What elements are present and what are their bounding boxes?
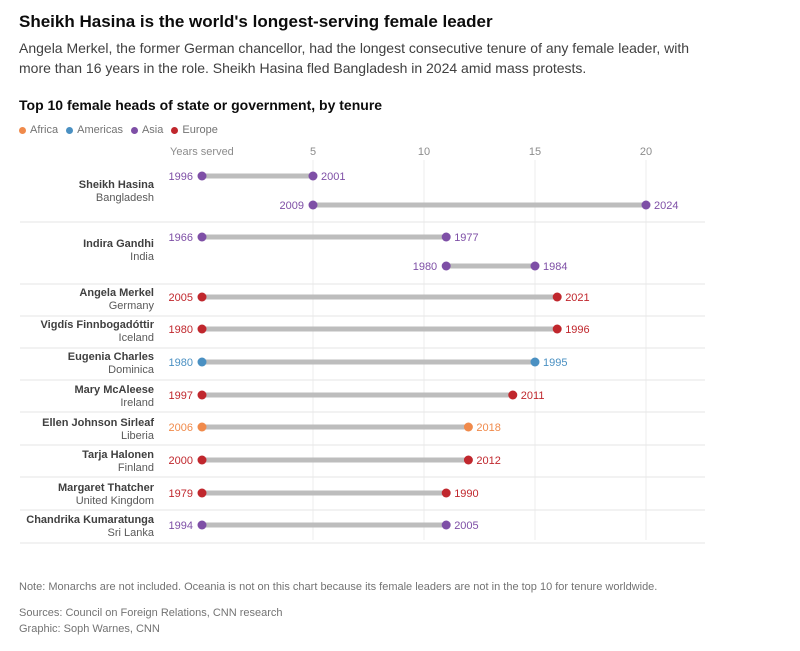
legend-label: Asia — [141, 124, 164, 136]
start-year-label: 1996 — [169, 171, 193, 183]
end-year-label: 2018 — [476, 422, 500, 434]
start-year-label: 1980 — [413, 261, 437, 273]
start-year-dot — [197, 324, 207, 334]
end-year-dot — [441, 232, 451, 242]
end-year-dot — [641, 200, 651, 210]
leader-country: Iceland — [119, 332, 154, 344]
headline: Sheikh Hasina is the world's longest-ser… — [19, 12, 493, 31]
start-year-dot — [308, 200, 318, 210]
start-year-label: 1979 — [169, 488, 193, 500]
end-year-label: 2005 — [454, 520, 478, 532]
end-year-dot — [308, 171, 318, 181]
legend-item-europe: Europe — [171, 124, 218, 136]
end-year-dot — [508, 390, 518, 400]
end-year-label: 2024 — [654, 200, 678, 212]
start-year-label: 2006 — [169, 422, 193, 434]
legend-label: Europe — [182, 124, 218, 136]
graphic-credit: Graphic: Soph Warnes, CNN — [19, 623, 160, 635]
leader-country: United Kingdom — [76, 495, 154, 507]
start-year-dot — [197, 390, 207, 400]
leader-name: Angela Merkel — [79, 287, 154, 299]
end-year-label: 1977 — [454, 232, 478, 244]
x-axis-label: Years served — [170, 146, 234, 158]
end-year-label: 2021 — [565, 292, 589, 304]
start-year-dot — [197, 422, 207, 432]
leader-country: Sri Lanka — [108, 527, 155, 539]
sources: Sources: Council on Foreign Relations, C… — [19, 607, 283, 619]
end-year-label: 2012 — [476, 455, 500, 467]
leader-name: Vigdís Finnbogadóttir — [41, 319, 155, 331]
end-year-dot — [463, 422, 473, 432]
leader-name: Eugenia Charles — [68, 351, 154, 363]
end-year-dot — [530, 357, 540, 367]
leader-name: Indira Gandhi — [83, 238, 154, 250]
americas-dot-icon — [66, 126, 74, 134]
leader-country: India — [130, 251, 155, 263]
subtitle: Angela Merkel, the former German chancel… — [19, 40, 690, 76]
legend-label: Americas — [77, 124, 123, 136]
x-tick-label: 5 — [310, 146, 316, 158]
start-year-label: 1966 — [169, 232, 193, 244]
leader-name: Ellen Johnson Sirleaf — [42, 417, 154, 429]
leader-name: Mary McAleese — [75, 384, 155, 396]
legend: Africa Americas Asia Europe — [19, 124, 226, 136]
x-tick-label: 20 — [640, 146, 652, 158]
start-year-dot — [197, 357, 207, 367]
africa-dot-icon — [19, 126, 26, 134]
end-year-label: 2001 — [321, 171, 345, 183]
start-year-label: 1980 — [169, 357, 193, 369]
legend-item-africa: Africa — [19, 124, 58, 136]
start-year-label: 2005 — [169, 292, 193, 304]
leader-country: Ireland — [120, 397, 154, 409]
leader-name: Sheikh Hasina — [79, 179, 155, 191]
leader-name: Chandrika Kumaratunga — [26, 514, 155, 526]
leader-name: Tarja Halonen — [82, 449, 154, 461]
footnote: Note: Monarchs are not included. Oceania… — [19, 581, 658, 593]
end-year-label: 2011 — [521, 390, 545, 402]
start-year-label: 1980 — [169, 324, 193, 336]
end-year-dot — [552, 292, 562, 302]
end-year-label: 1996 — [565, 324, 589, 336]
x-tick-label: 15 — [529, 146, 541, 158]
start-year-label: 1997 — [169, 390, 193, 402]
end-year-label: 1990 — [454, 488, 478, 500]
start-year-label: 2009 — [280, 200, 304, 212]
end-year-dot — [441, 488, 451, 498]
x-tick-label: 10 — [418, 146, 430, 158]
legend-item-asia: Asia — [130, 124, 164, 136]
legend-item-americas: Americas — [66, 124, 123, 136]
end-year-dot — [552, 324, 562, 334]
europe-dot-icon — [171, 126, 179, 134]
tenure-chart: Years served 5 10 15 20 Sheikh HasinaBanglade… — [20, 146, 705, 544]
start-year-dot — [197, 488, 207, 498]
start-year-dot — [197, 232, 207, 242]
leader-country: Bangladesh — [96, 192, 154, 204]
leader-country: Liberia — [121, 430, 155, 442]
end-year-label: 1984 — [543, 261, 567, 273]
chart-title: Top 10 female heads of state or governme… — [19, 97, 383, 113]
end-year-dot — [463, 455, 473, 465]
end-year-dot — [441, 520, 451, 530]
asia-dot-icon — [130, 126, 138, 134]
leader-country: Dominica — [108, 364, 155, 376]
start-year-dot — [441, 261, 451, 271]
start-year-dot — [197, 520, 207, 530]
leader-name: Margaret Thatcher — [58, 482, 155, 494]
start-year-dot — [197, 455, 207, 465]
start-year-dot — [197, 292, 207, 302]
end-year-dot — [530, 261, 540, 271]
leader-country: Finland — [118, 462, 154, 474]
start-year-dot — [197, 171, 207, 181]
legend-label: Africa — [30, 124, 59, 136]
end-year-label: 1995 — [543, 357, 567, 369]
leader-country: Germany — [109, 300, 155, 312]
start-year-label: 1994 — [169, 520, 193, 532]
start-year-label: 2000 — [169, 455, 193, 467]
